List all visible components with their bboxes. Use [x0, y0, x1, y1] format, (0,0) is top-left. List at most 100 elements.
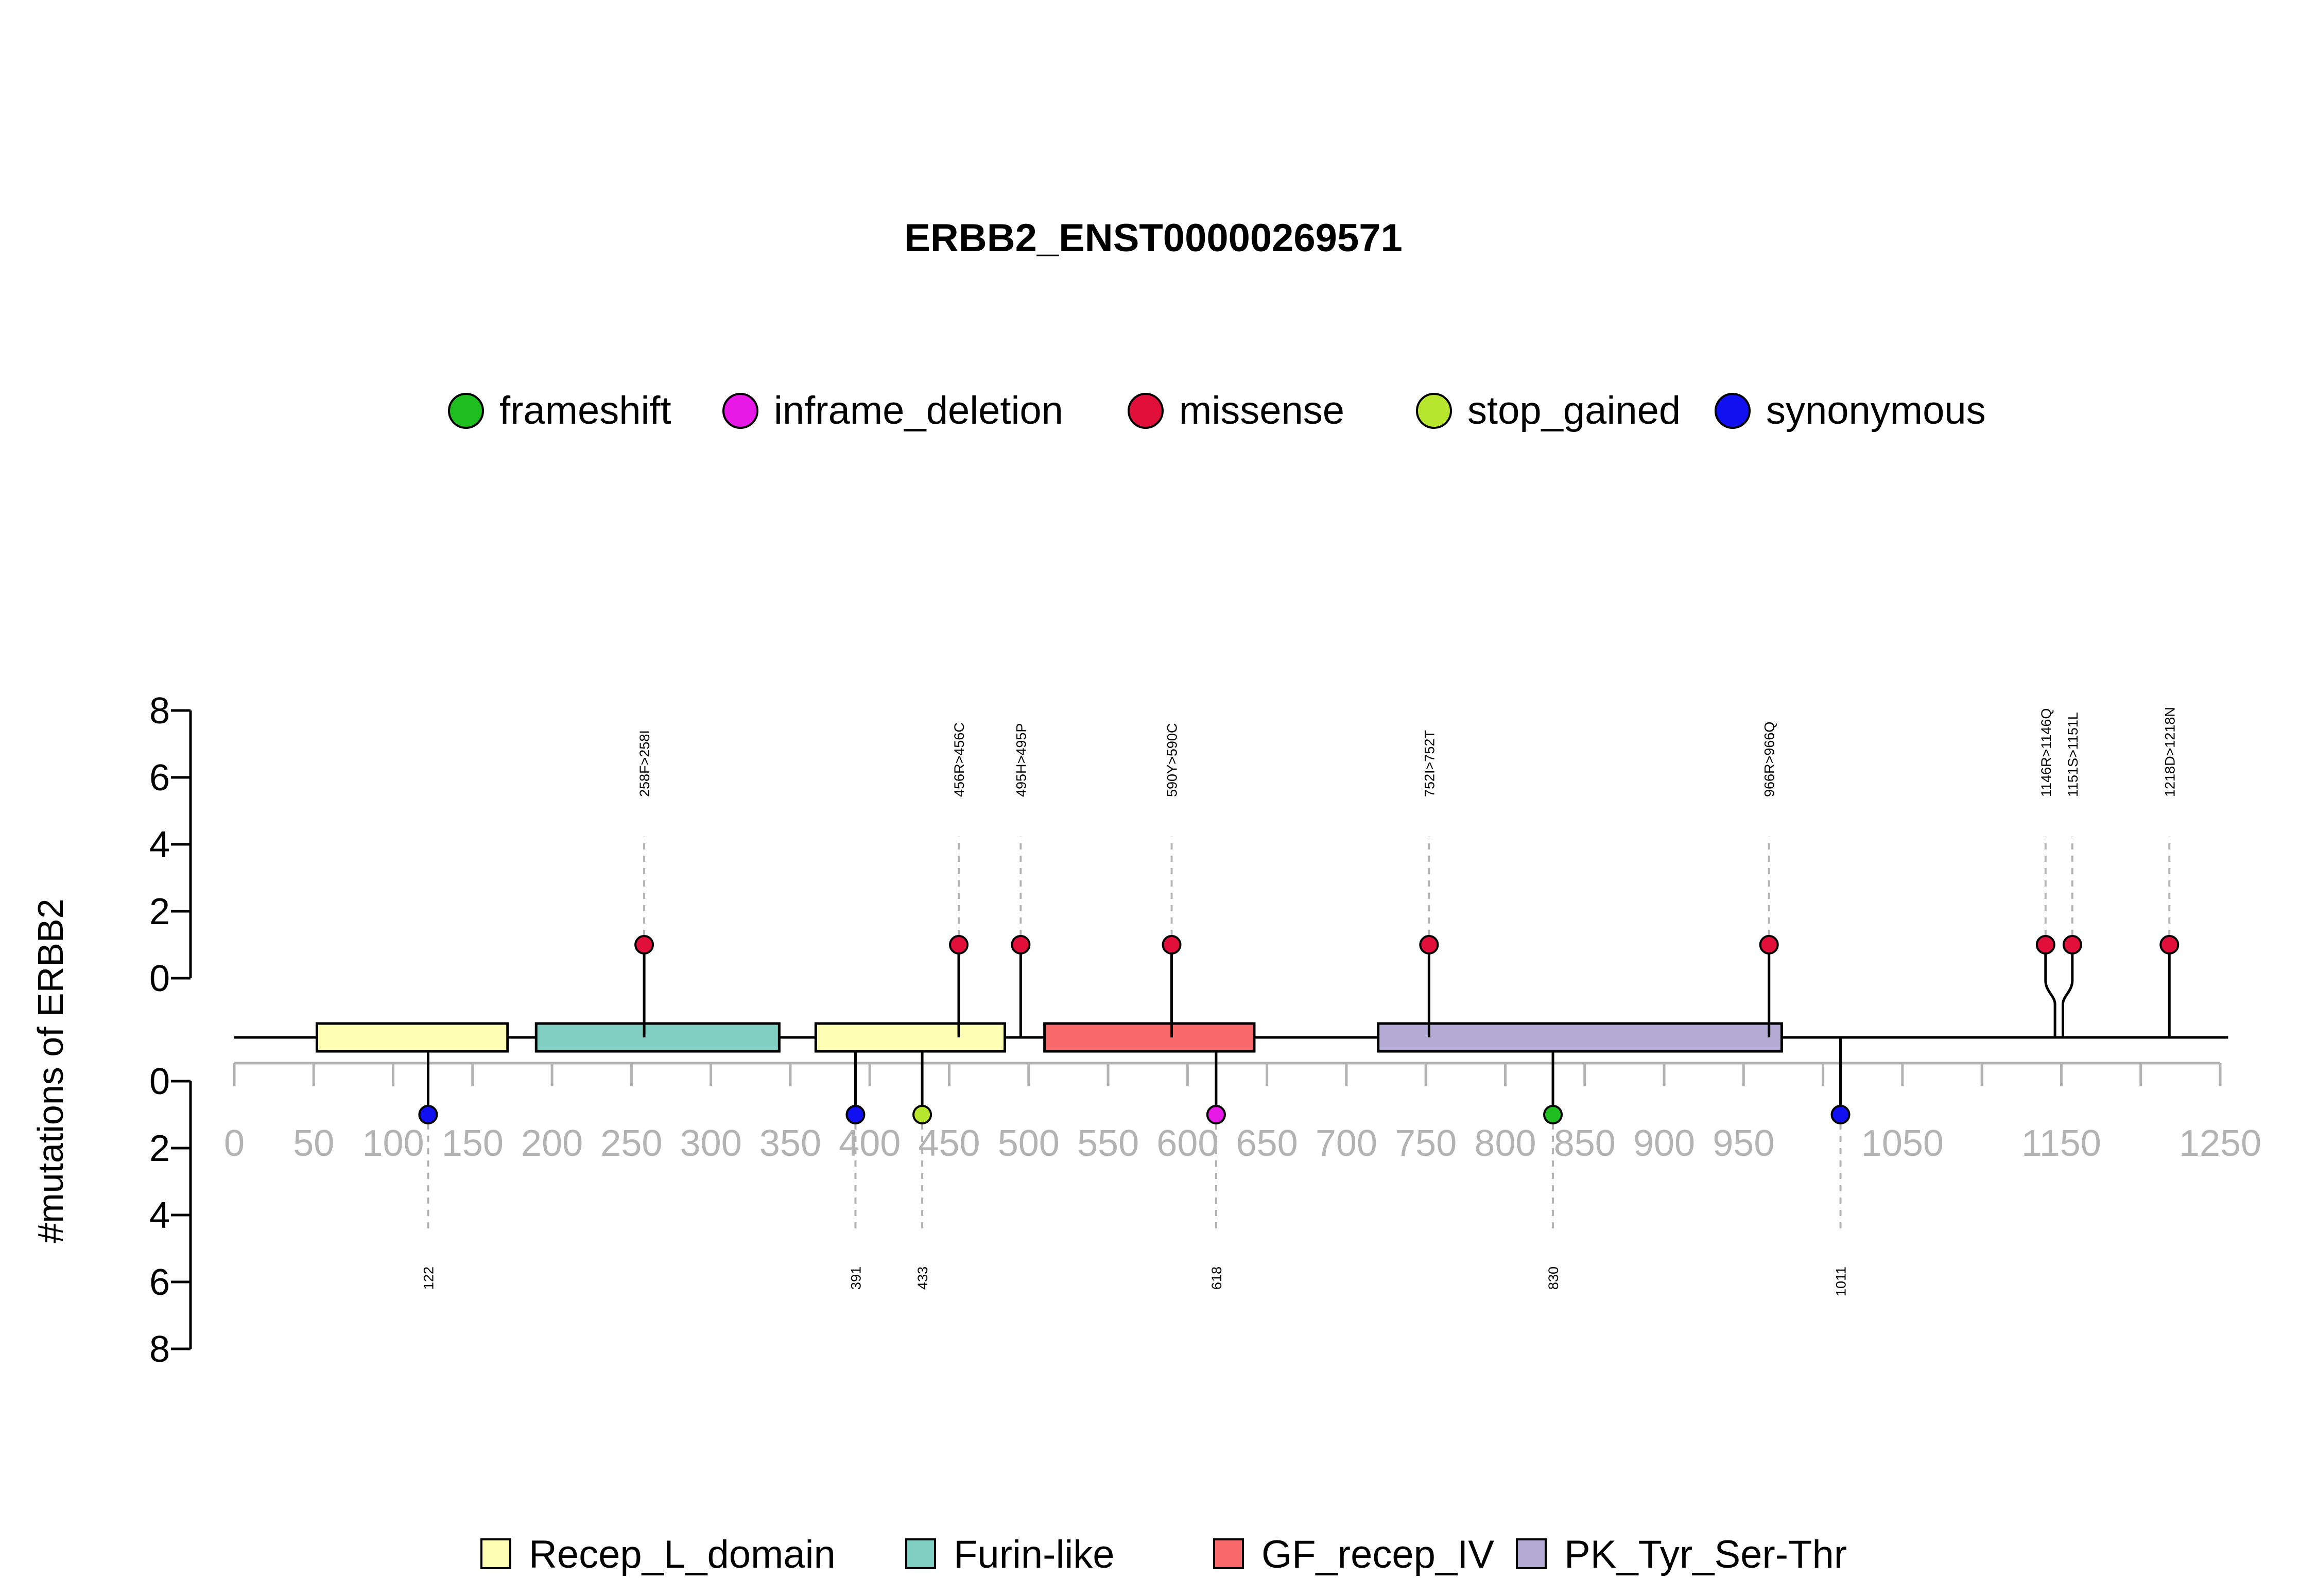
- lollipop-head-missense: [1759, 935, 1779, 955]
- y-tick-label-bottom: 2: [149, 1128, 170, 1169]
- legend-item-missense: missense: [1128, 389, 1344, 432]
- y-tick-label-top: 4: [149, 824, 170, 865]
- y-tick-label-bottom: 8: [149, 1329, 170, 1370]
- x-tick-label: 450: [918, 1123, 980, 1164]
- domain-Recep_L_domain: [315, 1022, 509, 1053]
- mutation-label: 1011: [1834, 1267, 1849, 1296]
- x-tick-label: 200: [521, 1123, 583, 1164]
- mutation-label: 495H>495P: [1013, 723, 1029, 797]
- x-tick-label: 800: [1474, 1123, 1536, 1164]
- mutation-label: 966R>966Q: [1762, 722, 1777, 797]
- lollipop-head-stop_gained: [912, 1105, 932, 1124]
- x-axis: 0 50 100 150 200 250 300 350 400 450 500 550 600 650 7…: [224, 1062, 2261, 1164]
- y-tick-label-bottom: 0: [149, 1061, 170, 1102]
- legend-item-frameshift: frameshift: [448, 389, 671, 432]
- lollipop-bottom: 122: [418, 1037, 438, 1290]
- x-tick-label: 300: [680, 1123, 742, 1164]
- top-lollipops: 258F>258I 456R>456C 495H>495P 590Y>590C 752I…: [634, 707, 2180, 1037]
- x-tick-label: 900: [1633, 1123, 1695, 1164]
- lollipop-top: 752I>752T: [1419, 730, 1439, 1037]
- stop_gained-legend-swatch: [1416, 393, 1452, 429]
- x-tick-label: 250: [600, 1123, 662, 1164]
- lollipop-stem: [2044, 945, 2056, 1037]
- lollipop-head-frameshift: [1543, 1105, 1563, 1124]
- legend-item-stop_gained: stop_gained: [1416, 389, 1681, 432]
- mutation-label: 1151S>1151L: [2065, 712, 2081, 797]
- domain-PK_Tyr_Ser-Thr: [1377, 1022, 1783, 1053]
- lollipop-head-synonymous: [845, 1105, 866, 1124]
- lollipop-top: 258F>258I: [634, 730, 654, 1037]
- lollipop-bottom: 391: [845, 1037, 866, 1290]
- x-tick-label: 1050: [1861, 1123, 1944, 1164]
- y-tick-label-top: 8: [149, 690, 170, 732]
- lollipop-top: 495H>495P: [1011, 723, 1031, 1037]
- lollipop-head-missense: [2062, 935, 2082, 955]
- lollipop-top: 1151S>1151L: [2062, 712, 2082, 1037]
- mutation-label: 1146R>1146Q: [2038, 708, 2054, 797]
- x-tick-label: 0: [224, 1123, 245, 1164]
- x-tick-label: 400: [839, 1123, 901, 1164]
- lollipop-stem: [2062, 945, 2074, 1037]
- lollipop-head-missense: [2035, 935, 2055, 955]
- y-axis-top: 0 2 4 6 8: [149, 690, 192, 999]
- domain-Furin-like: [534, 1022, 781, 1053]
- y-axes: 0 2 4 6 8 0 2 4 6 8: [149, 690, 192, 1370]
- mutation-label: 456R>456C: [952, 722, 967, 797]
- lollipop-bottom: 1011: [1830, 1037, 1851, 1296]
- mutation-label: 590Y>590C: [1165, 723, 1180, 797]
- lollipop-head-missense: [1162, 935, 1182, 955]
- domain-Recep_L_domain: [814, 1022, 1007, 1053]
- domain-GF_recep_IV: [1043, 1022, 1256, 1053]
- mutation-legend: frameshift inframe_deletion missense stop_g…: [448, 389, 1986, 432]
- PK_Tyr_Ser-Thr-legend-swatch: [1516, 1538, 1547, 1569]
- bottom-lollipops: 122 391 433 618 830 1011: [418, 1037, 1851, 1296]
- x-tick-label: 750: [1395, 1123, 1457, 1164]
- x-tick-label: 1150: [2021, 1123, 2101, 1164]
- domain-legend: Recep_L_domain Furin-like GF_recep_IV PK_Ty…: [480, 1533, 1847, 1576]
- protein-domains: [315, 1022, 1783, 1053]
- x-tick-label: 600: [1156, 1123, 1218, 1164]
- x-tick-label: 150: [442, 1123, 504, 1164]
- legend-item-PK_Tyr_Ser-Thr: PK_Tyr_Ser-Thr: [1516, 1533, 1847, 1576]
- x-tick-label: 100: [362, 1123, 424, 1164]
- inframe_deletion-legend-swatch: [722, 393, 758, 429]
- Furin-like-legend-swatch: [905, 1538, 936, 1569]
- x-tick-label: 850: [1554, 1123, 1616, 1164]
- y-tick-label-bottom: 4: [149, 1195, 170, 1236]
- y-tick-label-top: 6: [149, 757, 170, 799]
- x-tick-label: 550: [1077, 1123, 1139, 1164]
- lollipop-head-synonymous: [418, 1105, 438, 1124]
- y-tick-label-bottom: 6: [149, 1262, 170, 1303]
- Recep_L_domain-legend-swatch: [480, 1538, 511, 1569]
- lollipop-top: 590Y>590C: [1162, 723, 1182, 1037]
- legend-item-GF_recep_IV: GF_recep_IV: [1213, 1533, 1494, 1576]
- GF_recep_IV-legend-swatch: [1213, 1538, 1244, 1569]
- x-tick-label: 700: [1316, 1123, 1377, 1164]
- mutation-label: 433: [915, 1267, 930, 1290]
- mutation-label: 1218D>1218N: [2162, 707, 2177, 797]
- x-tick-label: 950: [1713, 1123, 1774, 1164]
- missense-legend-label: missense: [1179, 389, 1344, 432]
- lollipop-bottom: 433: [912, 1037, 932, 1290]
- lollipop-head-missense: [1011, 935, 1031, 955]
- y-axis-label: #mutations of ERBB2: [30, 898, 71, 1243]
- synonymous-legend-swatch: [1715, 393, 1751, 429]
- lollipop-top: 1146R>1146Q: [2035, 708, 2056, 1037]
- legend-item-inframe_deletion: inframe_deletion: [722, 389, 1063, 432]
- x-tick-label: 650: [1236, 1123, 1298, 1164]
- missense-legend-swatch: [1128, 393, 1164, 429]
- lollipop-head-inframe_deletion: [1206, 1105, 1226, 1124]
- mutation-label: 258F>258I: [637, 730, 652, 797]
- Recep_L_domain-legend-label: Recep_L_domain: [529, 1533, 836, 1576]
- x-tick-label: 50: [293, 1123, 334, 1164]
- stop_gained-legend-label: stop_gained: [1467, 389, 1681, 432]
- y-tick-label-top: 2: [149, 891, 170, 932]
- mutation-label: 618: [1209, 1267, 1224, 1290]
- frameshift-legend-label: frameshift: [499, 389, 671, 432]
- inframe_deletion-legend-label: inframe_deletion: [774, 389, 1063, 432]
- x-tick-label: 1250: [2179, 1123, 2261, 1164]
- frameshift-legend-swatch: [448, 393, 484, 429]
- x-tick-label: 500: [998, 1123, 1060, 1164]
- GF_recep_IV-legend-label: GF_recep_IV: [1261, 1533, 1494, 1576]
